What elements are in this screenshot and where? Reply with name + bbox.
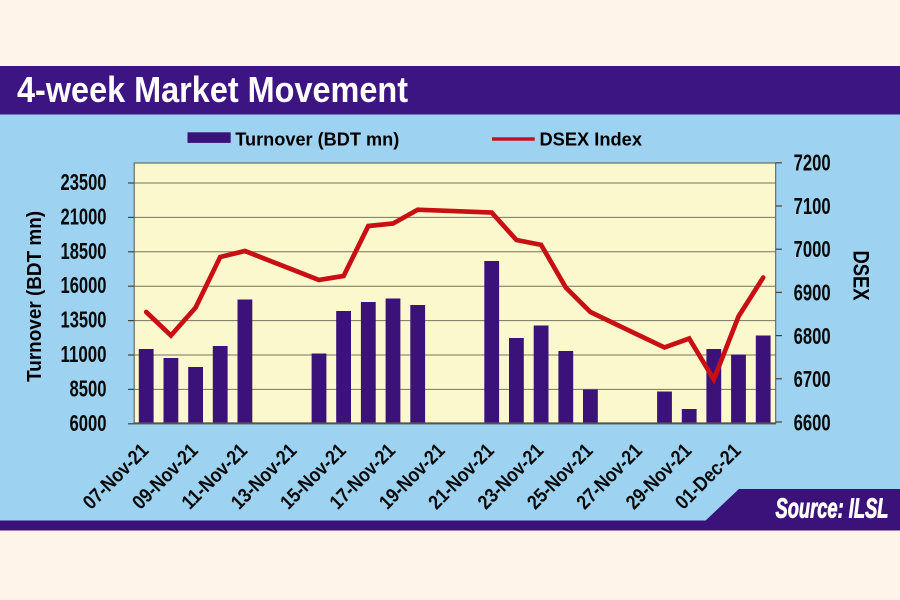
svg-text:18500: 18500 — [61, 238, 107, 264]
svg-text:8500: 8500 — [70, 375, 107, 401]
svg-text:16000: 16000 — [61, 272, 107, 298]
svg-text:23500: 23500 — [61, 169, 107, 195]
svg-text:6800: 6800 — [794, 323, 831, 349]
svg-text:6600: 6600 — [794, 410, 831, 436]
svg-text:21000: 21000 — [61, 203, 107, 229]
svg-text:DSEX: DSEX — [849, 251, 874, 301]
svg-text:Source: ILSL: Source: ILSL — [776, 493, 889, 524]
svg-text:7100: 7100 — [794, 193, 831, 219]
svg-text:6900: 6900 — [794, 280, 831, 306]
svg-text:6000: 6000 — [70, 410, 107, 436]
svg-text:7200: 7200 — [794, 149, 831, 175]
svg-text:11000: 11000 — [61, 341, 107, 367]
svg-text:6700: 6700 — [794, 366, 831, 392]
svg-text:4-week Market Movement: 4-week Market Movement — [17, 69, 408, 110]
svg-text:DSEX Index: DSEX Index — [540, 129, 643, 150]
svg-text:7000: 7000 — [794, 236, 831, 262]
svg-text:Turnover (BDT mn): Turnover (BDT mn) — [24, 211, 46, 382]
svg-text:13500: 13500 — [61, 307, 107, 333]
svg-text:Turnover (BDT mn): Turnover (BDT mn) — [235, 129, 399, 150]
